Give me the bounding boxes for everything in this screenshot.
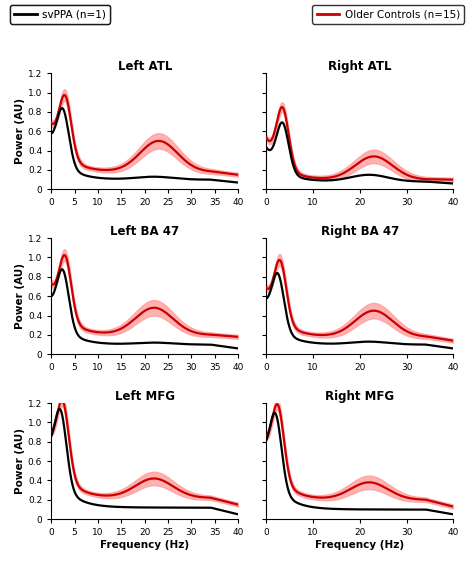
Title: Right BA 47: Right BA 47 — [321, 225, 399, 238]
Legend: svPPA (n=1): svPPA (n=1) — [10, 5, 110, 24]
Title: Right MFG: Right MFG — [325, 390, 394, 403]
X-axis label: Frequency (Hz): Frequency (Hz) — [100, 540, 189, 550]
X-axis label: Frequency (Hz): Frequency (Hz) — [315, 540, 404, 550]
Title: Left MFG: Left MFG — [115, 390, 175, 403]
Title: Right ATL: Right ATL — [328, 60, 392, 73]
Title: Left ATL: Left ATL — [118, 60, 172, 73]
Y-axis label: Power (AU): Power (AU) — [15, 98, 25, 164]
Y-axis label: Power (AU): Power (AU) — [15, 263, 25, 329]
Legend: Older Controls (n=15): Older Controls (n=15) — [312, 5, 464, 24]
Y-axis label: Power (AU): Power (AU) — [15, 428, 25, 494]
Title: Left BA 47: Left BA 47 — [110, 225, 179, 238]
